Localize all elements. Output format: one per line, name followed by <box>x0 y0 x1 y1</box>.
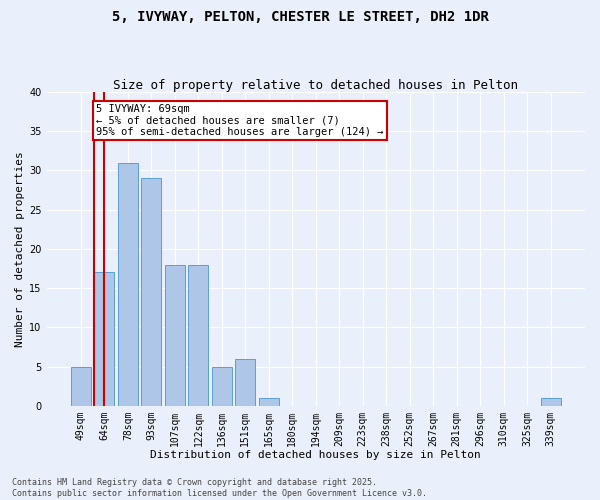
Bar <box>165 264 185 406</box>
Bar <box>259 398 279 406</box>
Bar <box>541 398 560 406</box>
Bar <box>142 178 161 406</box>
Bar <box>94 272 115 406</box>
Y-axis label: Number of detached properties: Number of detached properties <box>15 151 25 346</box>
Bar <box>188 264 208 406</box>
Bar <box>118 162 138 406</box>
Text: 5, IVYWAY, PELTON, CHESTER LE STREET, DH2 1DR: 5, IVYWAY, PELTON, CHESTER LE STREET, DH… <box>112 10 488 24</box>
Text: 5 IVYWAY: 69sqm
← 5% of detached houses are smaller (7)
95% of semi-detached hou: 5 IVYWAY: 69sqm ← 5% of detached houses … <box>96 104 384 137</box>
Bar <box>212 366 232 406</box>
Bar <box>235 358 256 406</box>
Title: Size of property relative to detached houses in Pelton: Size of property relative to detached ho… <box>113 79 518 92</box>
X-axis label: Distribution of detached houses by size in Pelton: Distribution of detached houses by size … <box>151 450 481 460</box>
Text: Contains HM Land Registry data © Crown copyright and database right 2025.
Contai: Contains HM Land Registry data © Crown c… <box>12 478 427 498</box>
Bar <box>71 366 91 406</box>
